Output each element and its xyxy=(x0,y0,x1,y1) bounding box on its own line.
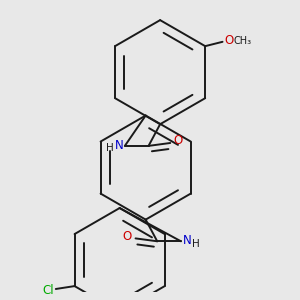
Text: O: O xyxy=(224,34,233,47)
Text: N: N xyxy=(115,139,123,152)
Text: O: O xyxy=(123,230,132,243)
Text: Cl: Cl xyxy=(43,284,54,297)
Text: CH₃: CH₃ xyxy=(233,36,252,46)
Text: H: H xyxy=(106,143,114,153)
Text: O: O xyxy=(174,134,183,147)
Text: H: H xyxy=(192,238,200,249)
Text: N: N xyxy=(182,234,191,247)
